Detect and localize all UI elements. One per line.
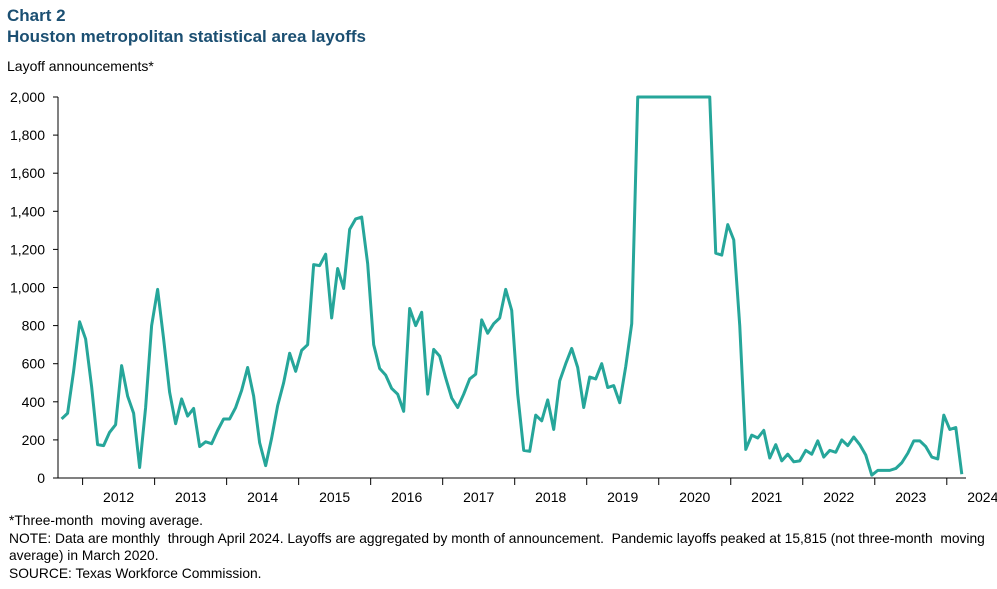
y-tick-label: 1,800 xyxy=(10,127,45,143)
chart-notes: *Three-month moving average. NOTE: Data … xyxy=(9,512,989,582)
chart-title: Houston metropolitan statistical area la… xyxy=(7,27,366,46)
source: SOURCE: Texas Workforce Commission. xyxy=(9,565,262,581)
y-tick-label: 1,200 xyxy=(10,241,45,257)
y-tick-label: 600 xyxy=(22,356,46,372)
x-tick-label: 2019 xyxy=(607,489,638,505)
x-tick-label: 2015 xyxy=(319,489,350,505)
y-tick-label: 1,400 xyxy=(10,203,45,219)
chart-number: Chart 2 xyxy=(7,6,66,25)
x-tick-label: 2012 xyxy=(103,489,134,505)
y-axis-unit-label: Layoff announcements* xyxy=(7,58,154,74)
x-tick-label: 2023 xyxy=(895,489,926,505)
x-tick-label: 2013 xyxy=(175,489,206,505)
y-axis: 0 200 400 600 800 1,000 1,200 1,400 1,600 1,800 2,… xyxy=(10,89,59,486)
x-tick-label: 2020 xyxy=(679,489,710,505)
y-tick-label: 400 xyxy=(22,394,46,410)
x-tick-label: 2021 xyxy=(751,489,782,505)
x-tick-label: 2024 xyxy=(967,489,997,505)
note: NOTE: Data are monthly through April 202… xyxy=(9,530,989,564)
x-tick-label: 2018 xyxy=(535,489,566,505)
y-tick-label: 200 xyxy=(22,432,46,448)
x-tick-label: 2022 xyxy=(823,489,854,505)
x-axis: 2012 2013 2014 2015 2016 2017 2018 2019 2020 2021… xyxy=(58,477,997,505)
series-line-layoffs xyxy=(60,95,964,477)
y-tick-label: 800 xyxy=(22,318,46,334)
y-tick-label: 1,000 xyxy=(10,280,45,296)
y-tick-label: 0 xyxy=(37,470,45,486)
x-tick-label: 2017 xyxy=(463,489,494,505)
y-tick-label: 1,600 xyxy=(10,165,45,181)
x-tick-label: 2016 xyxy=(391,489,422,505)
y-tick-label: 2,000 xyxy=(10,89,45,105)
x-tick-label: 2014 xyxy=(247,489,278,505)
series-layer xyxy=(60,95,964,477)
footnote: *Three-month moving average. xyxy=(9,513,204,528)
